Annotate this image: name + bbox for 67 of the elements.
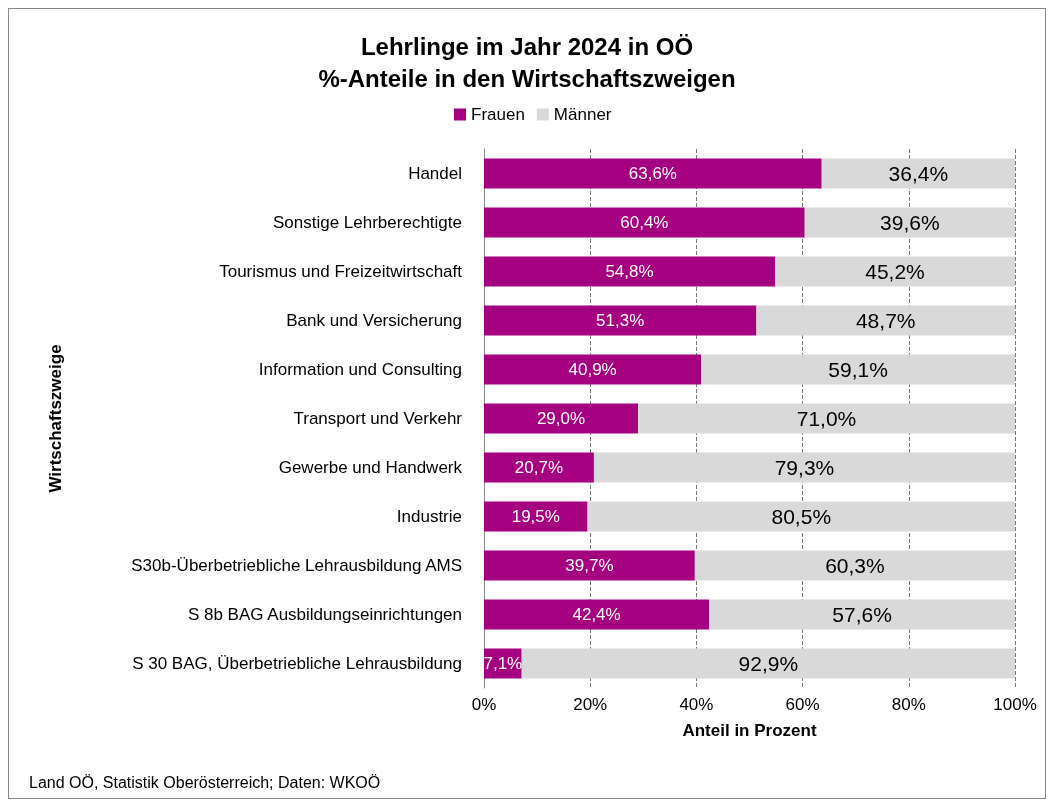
data-label: 7,1% — [483, 654, 523, 673]
bar — [593, 452, 1015, 483]
y-tick-label: Transport und Verkehr — [293, 409, 463, 428]
x-tick-label: 80% — [891, 695, 926, 714]
bar — [484, 599, 710, 630]
data-label: 36,4% — [888, 162, 949, 185]
data-label: 39,7% — [565, 556, 614, 575]
data-label: 45,2% — [865, 260, 925, 283]
y-tick-label: Bank und Versicherung — [286, 311, 462, 330]
data-label: 40,9% — [568, 360, 617, 379]
data-label: 71,0% — [796, 407, 857, 430]
y-axis-title: Wirtschaftszweige — [46, 344, 65, 493]
chart-title: Lehrlinge im Jahr 2024 in OÖ — [360, 32, 694, 60]
y-tick-label: S30b-Überbetriebliche Lehrausbildung AMS — [131, 556, 462, 575]
x-tick-label: 60% — [785, 695, 820, 714]
y-tick-label: Industrie — [396, 507, 462, 526]
data-label: 57,6% — [832, 603, 892, 626]
data-label: 51,3% — [596, 311, 645, 330]
bar — [484, 158, 822, 189]
data-label: 29,0% — [536, 409, 586, 428]
bar — [484, 403, 638, 434]
bar — [637, 403, 1015, 434]
y-tick-label: Information und Consulting — [258, 360, 462, 379]
bar — [709, 599, 1015, 630]
bar — [484, 207, 805, 238]
bar — [521, 648, 1015, 679]
data-label: 92,9% — [738, 652, 799, 675]
legend-label: Frauen — [471, 105, 525, 124]
bar — [484, 501, 588, 532]
legend-label: Männer — [553, 105, 612, 124]
y-tick-label: Handel — [408, 164, 462, 183]
bar — [701, 354, 1015, 385]
x-tick-label: 100% — [993, 695, 1037, 714]
bar — [484, 354, 702, 385]
data-label: 54,8% — [605, 262, 654, 281]
data-label: 42,4% — [572, 605, 621, 624]
x-tick-label: 20% — [573, 695, 608, 714]
data-label: 79,3% — [774, 456, 835, 479]
data-label: 19,5% — [511, 507, 560, 526]
bar — [756, 305, 1015, 336]
data-label: 59,1% — [828, 358, 888, 381]
y-tick-label: Sonstige Lehrberechtigte — [272, 213, 462, 232]
x-axis-title: Anteil in Prozent — [682, 721, 817, 740]
bar — [804, 207, 1015, 238]
data-label: 63,6% — [628, 164, 677, 183]
y-tick-label: Gewerbe und Handwerk — [278, 458, 463, 477]
text: Land OÖ, Statistik Oberösterreich; Daten: WKOÖ — [29, 773, 381, 791]
x-tick-label: 0% — [471, 695, 497, 714]
bar — [694, 550, 1015, 581]
x-tick-label: 40% — [679, 695, 714, 714]
bar — [484, 452, 594, 483]
bar — [484, 305, 757, 336]
bar — [587, 501, 1015, 532]
data-label: 60,3% — [825, 554, 885, 577]
data-label: 60,4% — [620, 213, 669, 232]
bar — [484, 550, 695, 581]
y-tick-label: Tourismus und Freizeitwirtschaft — [219, 262, 463, 281]
bar — [484, 256, 775, 287]
y-tick-label: S 30 BAG, Überbetriebliche Lehrausbildung — [132, 654, 462, 673]
y-tick-label: S 8b BAG Ausbildungseinrichtungen — [187, 605, 462, 624]
bar — [774, 256, 1015, 287]
chart-subtitle: %-Anteile in den Wirtschaftszweigen — [318, 64, 736, 92]
data-label: 80,5% — [771, 505, 832, 528]
data-label: 48,7% — [855, 309, 916, 332]
data-label: 39,6% — [880, 211, 940, 234]
data-label: 20,7% — [514, 458, 564, 477]
bar — [821, 158, 1015, 189]
